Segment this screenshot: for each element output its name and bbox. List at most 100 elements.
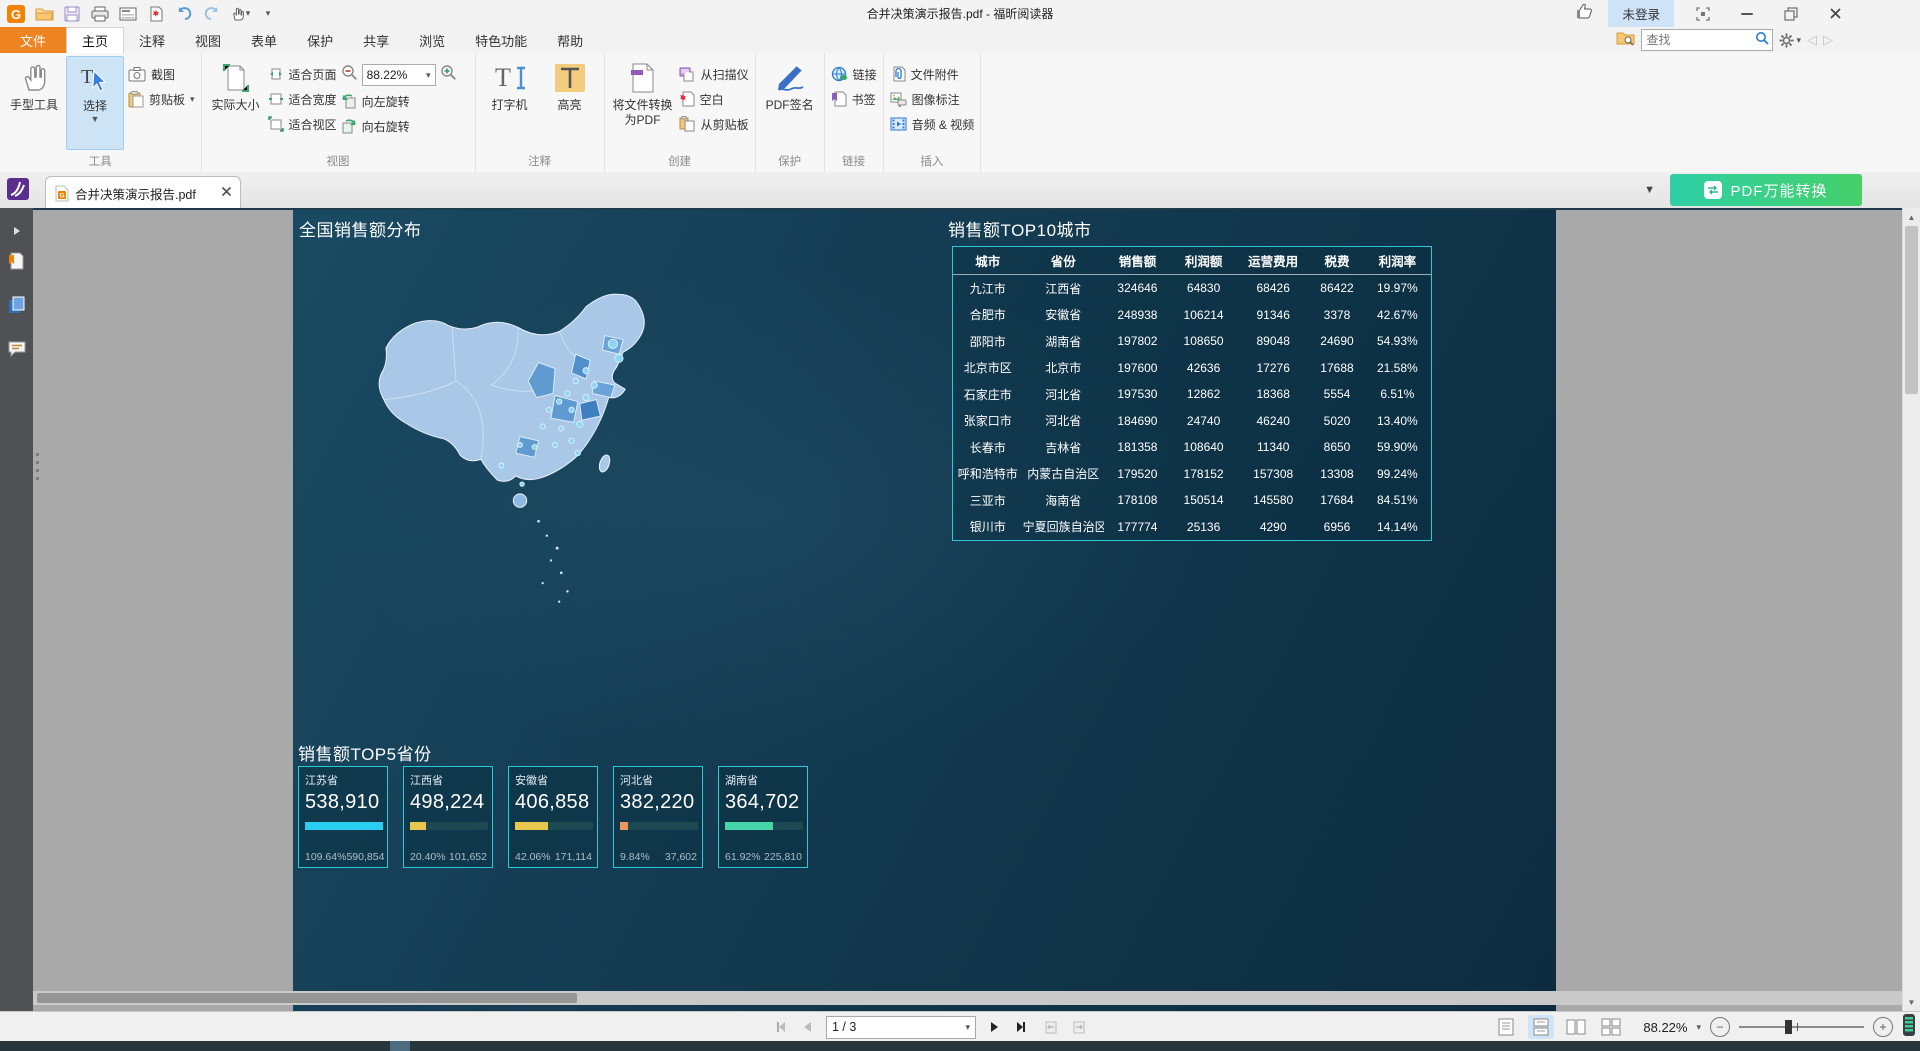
layout-grid-icon[interactable] [1688, 2, 1718, 26]
expand-panel-icon[interactable] [0, 216, 33, 246]
menu-tab-2[interactable]: 主页 [66, 27, 125, 53]
reader-corner-icon[interactable] [6, 177, 30, 206]
close-button[interactable] [1820, 2, 1850, 26]
new-doc-icon[interactable] [144, 3, 168, 25]
panel-splitter-handle[interactable] [36, 453, 39, 480]
progress-percent: 109.64% [305, 851, 347, 863]
blank-page-button[interactable]: 空白 [679, 89, 749, 109]
next-view-icon[interactable] [1070, 1018, 1088, 1036]
horizontal-scrollbar[interactable] [33, 991, 1903, 1005]
pdf-sign-button[interactable]: PDF签名 [762, 56, 818, 148]
highlight-button[interactable]: 高亮 [542, 56, 598, 148]
zoom-dropdown-caret-icon[interactable]: ▾ [1696, 1021, 1701, 1032]
view-facing-icon[interactable] [1563, 1015, 1589, 1039]
zoom-out-magnifier-icon[interactable] [341, 64, 358, 86]
menu-tab-1[interactable]: 文件 [0, 27, 66, 53]
bookmark-button[interactable]: 书签 [831, 89, 877, 109]
share-icon[interactable] [1576, 3, 1594, 24]
zoom-slider-thumb[interactable] [1785, 1020, 1792, 1034]
last-page-icon[interactable] [1014, 1018, 1032, 1036]
menu-tab-5[interactable]: 表单 [251, 33, 278, 49]
zoom-slider[interactable] [1739, 1015, 1864, 1039]
select-tool-button[interactable]: T 选择 ▼ [66, 56, 124, 150]
zoom-in-button[interactable]: + [1873, 1017, 1893, 1037]
view-continuous-icon[interactable] [1528, 1015, 1555, 1039]
save-icon[interactable] [60, 3, 84, 25]
page-number-combo[interactable]: 1 / 3 ▾ [826, 1015, 976, 1039]
zoom-in-magnifier-icon[interactable] [440, 64, 457, 86]
next-page-icon[interactable] [986, 1018, 1004, 1036]
table-cell: 14.14% [1376, 519, 1418, 534]
scroll-down-icon[interactable]: ▼ [1907, 997, 1916, 1007]
vertical-scrollbar-thumb[interactable] [1905, 226, 1918, 394]
typewriter-button[interactable]: T 打字机 [491, 63, 528, 112]
titlebar: G ▾ ▾ 合并决策演示报告.pdf - 福昕阅读器 [0, 0, 1920, 27]
folder-search-icon[interactable] [1616, 30, 1635, 51]
image-annotation-button[interactable]: 图像标注 [890, 89, 975, 109]
file-attachment-button[interactable]: 文件附件 [890, 64, 975, 84]
zoom-out-button[interactable]: − [1710, 1017, 1730, 1037]
undo-icon[interactable] [172, 3, 196, 25]
document-tab[interactable]: G 合并决策演示报告.pdf [45, 176, 241, 209]
menu-tab-7[interactable]: 共享 [363, 33, 390, 49]
search-magnifier-icon[interactable] [1755, 31, 1772, 50]
hand-tool-button[interactable]: 手型工具 [6, 56, 62, 148]
from-clipboard-button[interactable]: 从剪贴板 [679, 114, 749, 134]
find-next-icon[interactable]: ▷ [1823, 32, 1833, 47]
ribbon-zoom-combo[interactable]: 88.22% ▾ [361, 64, 436, 86]
clipboard-button[interactable]: 剪贴板 ▾ [128, 89, 195, 109]
convert-to-pdf-button[interactable]: 将文件转换为PDF [611, 56, 675, 148]
reading-gauge-icon[interactable] [1902, 1013, 1916, 1042]
link-button[interactable]: 链接 [831, 64, 877, 84]
find-previous-icon[interactable]: ◁ [1807, 32, 1817, 47]
svg-text:T: T [81, 66, 93, 88]
menu-tab-8[interactable]: 浏览 [419, 33, 446, 49]
fit-page-button[interactable]: 适合页面 [268, 64, 337, 84]
actual-size-button[interactable]: 实际大小 [208, 56, 264, 148]
fit-visible-button[interactable]: 适合视区 [267, 114, 337, 134]
fit-width-button[interactable]: 适合宽度 [268, 89, 337, 109]
vertical-scrollbar[interactable]: ▲ ▼ [1902, 208, 1920, 1011]
rotate-right-button[interactable]: 向右旋转 [341, 116, 469, 136]
comments-panel-icon[interactable] [0, 334, 33, 364]
foxit-logo-icon: G [4, 3, 28, 25]
open-file-icon[interactable] [32, 3, 56, 25]
rotate-left-button[interactable]: 向左旋转 [341, 91, 469, 111]
from-scanner-button[interactable]: 从扫描仪 [679, 64, 749, 84]
menu-tab-10[interactable]: 帮助 [557, 33, 584, 49]
previous-page-icon[interactable] [798, 1018, 816, 1036]
snapshot-icon [128, 67, 146, 82]
toolbar-more-icon[interactable]: ▾ [265, 8, 271, 18]
tabbar-separator [0, 208, 1920, 210]
email-icon[interactable] [116, 3, 140, 25]
audio-video-button[interactable]: 音频 & 视频 [890, 114, 974, 134]
horizontal-scrollbar-thumb[interactable] [37, 993, 577, 1003]
table-cell: 21.58% [1376, 360, 1418, 375]
login-button[interactable]: 未登录 [1608, 0, 1674, 27]
menu-tab-3[interactable]: 注释 [139, 33, 166, 49]
previous-view-icon[interactable] [1042, 1018, 1060, 1036]
col-header: 税费 [1310, 247, 1364, 275]
tab-list-caret-icon[interactable]: ▼ [1644, 184, 1655, 196]
restore-button[interactable] [1776, 2, 1806, 26]
hand-pointer-icon[interactable]: ▾ [228, 3, 252, 25]
redo-icon[interactable] [200, 3, 224, 25]
view-single-page-icon[interactable] [1493, 1015, 1519, 1039]
view-continuous-facing-icon[interactable] [1598, 1015, 1624, 1039]
pages-panel-icon[interactable] [0, 290, 33, 320]
map-section-title: 全国销售额分布 [299, 221, 422, 240]
minimize-button[interactable] [1732, 2, 1762, 26]
menu-tab-9[interactable]: 特色功能 [475, 33, 528, 49]
province-card: 安徽省 406,858 42.06% 171,114 [508, 766, 598, 868]
search-input[interactable] [1642, 33, 1756, 47]
first-page-icon[interactable] [770, 1018, 788, 1036]
snapshot-button[interactable]: 截图 [128, 64, 195, 84]
pdf-convert-banner-button[interactable]: PDF万能转换 [1670, 174, 1862, 206]
bookmarks-panel-icon[interactable] [0, 246, 33, 276]
print-icon[interactable] [88, 3, 112, 25]
scroll-up-icon[interactable]: ▲ [1907, 212, 1916, 222]
menu-tab-6[interactable]: 保护 [307, 33, 334, 49]
menu-tab-4[interactable]: 视图 [195, 33, 222, 49]
tab-close-icon[interactable] [221, 184, 232, 202]
settings-gear-icon[interactable]: ▾ [1779, 33, 1801, 48]
